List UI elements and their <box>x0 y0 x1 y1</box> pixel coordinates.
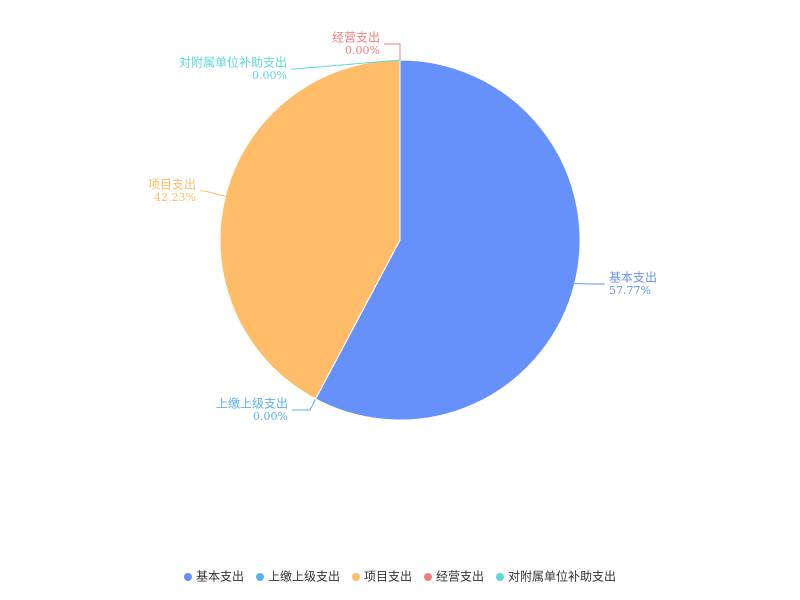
legend-marker <box>183 573 192 581</box>
slice-value-label: 0.00% <box>345 44 380 57</box>
legend-label: 项目支出 <box>364 570 412 584</box>
label-line <box>292 398 317 411</box>
legend-marker <box>255 573 264 581</box>
label-line <box>384 43 401 60</box>
legend: 基本支出 上缴上级支出 项目支出 经营支出 对附属单位补助支出 <box>183 569 616 584</box>
slice-value-label: 57.77% <box>609 284 651 297</box>
slice-label: 经营支出 <box>332 31 380 45</box>
legend-label: 上缴上级支出 <box>268 569 340 584</box>
legend-label: 对附属单位补助支出 <box>508 569 616 584</box>
slice-value-label: 42.23% <box>154 191 196 204</box>
pie-slice <box>314 59 581 421</box>
slice-value-label: 0.00% <box>253 410 288 423</box>
legend-marker <box>424 573 433 581</box>
legend-marker <box>496 573 505 581</box>
slice-label: 基本支出 <box>609 271 657 285</box>
legend-label: 经营支出 <box>436 570 484 584</box>
slice-label: 上缴上级支出 <box>216 396 288 411</box>
slice-value-label: 0.00% <box>252 69 287 82</box>
pie-slice <box>219 59 401 400</box>
label-line <box>291 59 401 70</box>
slice-label: 对附属单位补助支出 <box>179 55 287 70</box>
legend-label: 基本支出 <box>196 570 244 584</box>
slice-label: 项目支出 <box>148 178 196 192</box>
legend-marker <box>351 573 360 581</box>
label-line <box>200 190 226 197</box>
